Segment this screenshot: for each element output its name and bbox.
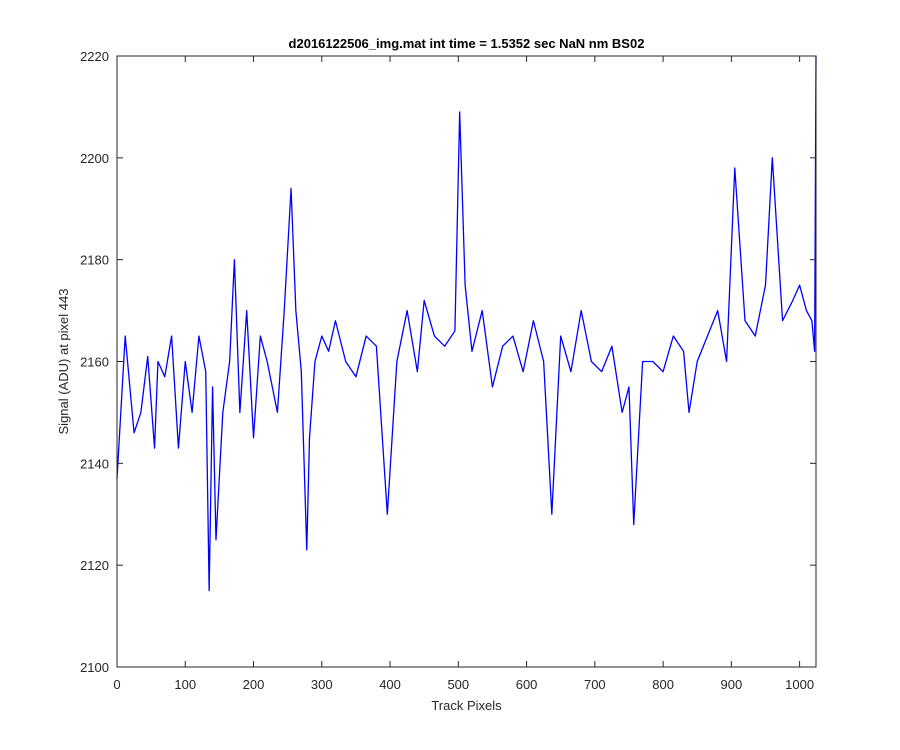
y-tick-label: 2180	[80, 253, 109, 268]
x-tick-label: 400	[379, 677, 401, 692]
signal-series-line	[116, 55, 817, 592]
y-tick-label: 2220	[80, 49, 109, 64]
x-tick-label: 300	[311, 677, 333, 692]
y-tick-label: 2160	[80, 355, 109, 370]
x-axis-label: Track Pixels	[431, 698, 502, 713]
x-tick-label: 0	[113, 677, 120, 692]
x-tick-label: 700	[584, 677, 606, 692]
plot-area	[117, 56, 816, 667]
x-tick-label: 500	[447, 677, 469, 692]
x-axis-tick-labels: 0 100 200 300 400 500 600 700 800 900 1000	[113, 677, 814, 692]
x-tick-label: 100	[174, 677, 196, 692]
x-tick-label: 1000	[785, 677, 814, 692]
x-tick-label: 900	[721, 677, 743, 692]
y-axis-label: Signal (ADU) at pixel 443	[56, 289, 71, 435]
y-tick-label: 2120	[80, 558, 109, 573]
y-axis-tick-labels: 2100 2120 2140 2160 2180 2200 2220	[80, 49, 109, 675]
y-tick-label: 2200	[80, 151, 109, 166]
y-tick-label: 2100	[80, 660, 109, 675]
x-tick-label: 800	[652, 677, 674, 692]
axes-box	[116, 55, 817, 668]
y-tick-label: 2140	[80, 456, 109, 471]
x-tick-label: 600	[516, 677, 538, 692]
x-tick-label: 200	[243, 677, 265, 692]
chart-title: d2016122506_img.mat int time = 1.5352 se…	[289, 36, 645, 51]
